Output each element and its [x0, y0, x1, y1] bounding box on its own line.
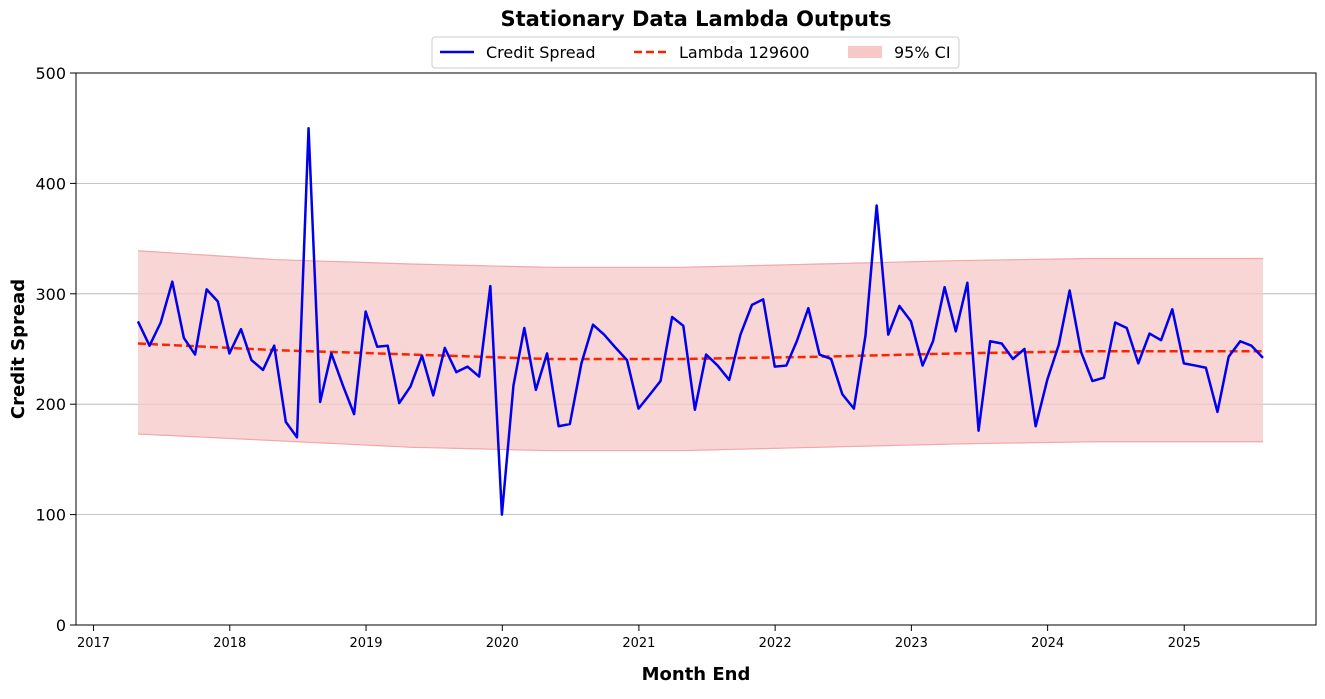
plot-frame [75, 72, 1317, 626]
y-tick-label: 400 [35, 174, 66, 193]
x-tick-label: 2017 [77, 636, 110, 651]
x-tick-label: 2020 [486, 636, 519, 651]
y-tick-label: 500 [35, 64, 66, 83]
legend-swatch-ci [848, 46, 882, 58]
x-tick-label: 2023 [895, 636, 928, 651]
ci-upper-edge [137, 250, 1263, 268]
series-credit-spread-line [136, 126, 1264, 516]
y-tick-label: 200 [35, 395, 66, 414]
legend-label-ci: 95% CI [894, 43, 951, 62]
y-tick-label: 300 [35, 285, 66, 304]
x-tick-label: 2019 [349, 636, 382, 651]
x-tick-label: 2021 [622, 636, 655, 651]
series-lambda-line [137, 342, 1263, 361]
y-tick-label: 0 [56, 616, 66, 635]
ci-lower-edge [137, 433, 1263, 452]
x-tick-label: 2024 [1031, 636, 1064, 651]
chart-title: Stationary Data Lambda Outputs [501, 7, 892, 31]
legend-label-credit-spread: Credit Spread [486, 43, 596, 62]
y-tick-label: 100 [35, 506, 66, 525]
lines-layer [136, 126, 1264, 516]
y-axis-label: Credit Spread [8, 279, 29, 419]
legend-label-lambda: Lambda 129600 [679, 43, 810, 62]
legend-box [431, 36, 960, 69]
x-axis: 2017 2018 2019 2020 2021 2022 2023 2024 2025 [77, 625, 1201, 651]
legend: Credit Spread Lambda 129600 95% CI [431, 36, 960, 69]
x-axis-label: Month End [642, 664, 751, 685]
x-tick-label: 2018 [213, 636, 246, 651]
x-tick-label: 2025 [1168, 636, 1201, 651]
y-axis: 0 100 200 300 400 500 [35, 64, 76, 635]
x-tick-label: 2022 [759, 636, 792, 651]
